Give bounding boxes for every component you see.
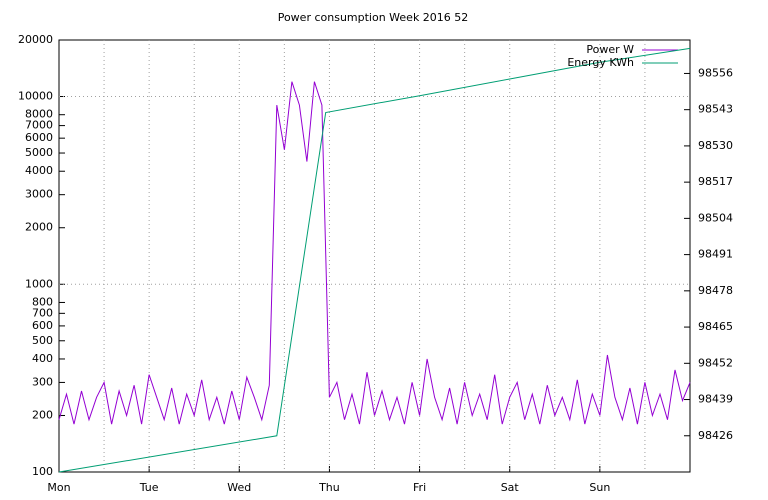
y-tick-label: 400 [32,352,53,365]
x-tick-label: Wed [227,481,251,494]
x-tick-label: Tue [139,481,159,494]
legend-label: Power W [586,43,634,56]
y2-tick-label: 98465 [698,320,733,333]
y-tick-label: 4000 [25,164,53,177]
y-tick-label: 8000 [25,108,53,121]
y2-tick-label: 98543 [698,103,733,116]
y-tick-label: 5000 [25,146,53,159]
series-line [58,81,691,425]
y-tick-label: 1000 [25,277,53,290]
x-tick-label: Sun [589,481,610,494]
y-tick-label: 7000 [25,119,53,132]
y-tick-label: 800 [32,295,53,308]
x-tick-label: Fri [413,481,426,494]
y-tick-label: 100 [32,465,53,478]
y-tick-label: 3000 [25,188,53,201]
x-tick-label: Sat [501,481,520,494]
y2-tick-label: 98439 [698,393,733,406]
y2-tick-label: 98517 [698,175,733,188]
y2-tick-label: 98530 [698,139,733,152]
y2-tick-label: 98504 [698,211,733,224]
chart-title: Power consumption Week 2016 52 [278,11,469,24]
series-line [58,47,691,473]
y2-tick-label: 98452 [698,356,733,369]
y-tick-label: 500 [32,334,53,347]
y-tick-label: 200 [32,408,53,421]
y-tick-label: 300 [32,375,53,388]
y-tick-label: 2000 [25,221,53,234]
y-tick-label: 10000 [18,90,53,103]
x-tick-label: Thu [318,481,340,494]
x-tick-label: Mon [47,481,70,494]
y2-tick-label: 98491 [698,248,733,261]
y-tick-label: 700 [32,306,53,319]
y-tick-label: 600 [32,319,53,332]
y-tick-label: 20000 [18,33,53,46]
y2-tick-label: 98478 [698,284,733,297]
y-tick-label: 6000 [25,131,53,144]
legend-label: Energy KWh [567,56,634,69]
y2-tick-label: 98556 [698,66,733,79]
y2-tick-label: 98426 [698,429,733,442]
